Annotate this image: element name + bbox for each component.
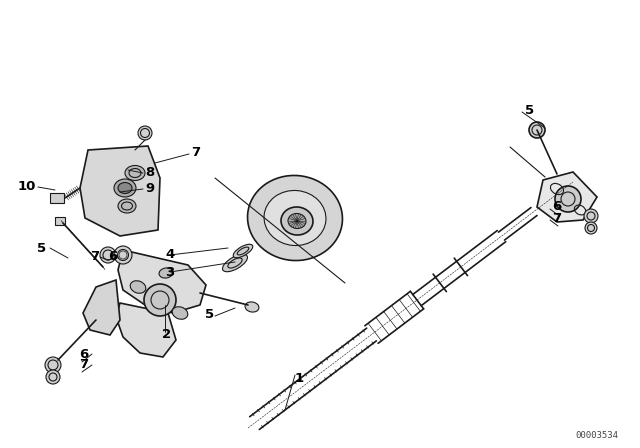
Polygon shape	[537, 172, 597, 222]
Text: 7: 7	[191, 146, 200, 159]
Ellipse shape	[172, 307, 188, 319]
Text: 2: 2	[162, 328, 171, 341]
Ellipse shape	[264, 190, 326, 246]
Text: 7: 7	[552, 211, 561, 224]
Circle shape	[144, 284, 176, 316]
Text: 8: 8	[145, 165, 154, 178]
Ellipse shape	[118, 199, 136, 213]
Ellipse shape	[159, 268, 173, 278]
Ellipse shape	[118, 182, 132, 194]
Ellipse shape	[130, 281, 146, 293]
Ellipse shape	[288, 214, 306, 228]
Circle shape	[114, 246, 132, 264]
Ellipse shape	[223, 254, 248, 272]
Polygon shape	[116, 303, 176, 357]
Polygon shape	[80, 146, 160, 236]
Text: 1: 1	[295, 371, 304, 384]
Text: 5: 5	[205, 309, 214, 322]
Circle shape	[555, 186, 581, 212]
Bar	[55, 217, 65, 225]
Circle shape	[45, 357, 61, 373]
Text: 00003534: 00003534	[575, 431, 618, 440]
Ellipse shape	[245, 302, 259, 312]
Text: 5: 5	[37, 241, 46, 254]
Text: 6: 6	[108, 250, 117, 263]
Circle shape	[584, 209, 598, 223]
Ellipse shape	[114, 179, 136, 197]
Text: 6: 6	[552, 201, 561, 214]
Polygon shape	[118, 250, 206, 313]
Text: 5: 5	[525, 103, 534, 116]
Ellipse shape	[125, 165, 145, 181]
Text: 6: 6	[79, 348, 88, 361]
Ellipse shape	[281, 207, 313, 235]
Circle shape	[100, 247, 116, 263]
Polygon shape	[83, 280, 120, 335]
Circle shape	[585, 222, 597, 234]
Ellipse shape	[248, 176, 342, 261]
Text: 9: 9	[145, 181, 154, 194]
Text: 7: 7	[79, 358, 88, 371]
Text: 10: 10	[18, 181, 36, 194]
Bar	[50, 193, 64, 203]
Text: 3: 3	[165, 266, 174, 279]
Circle shape	[138, 126, 152, 140]
Ellipse shape	[233, 244, 253, 258]
Circle shape	[46, 370, 60, 384]
Text: 7: 7	[90, 250, 99, 263]
Circle shape	[529, 122, 545, 138]
Text: 4: 4	[165, 249, 174, 262]
